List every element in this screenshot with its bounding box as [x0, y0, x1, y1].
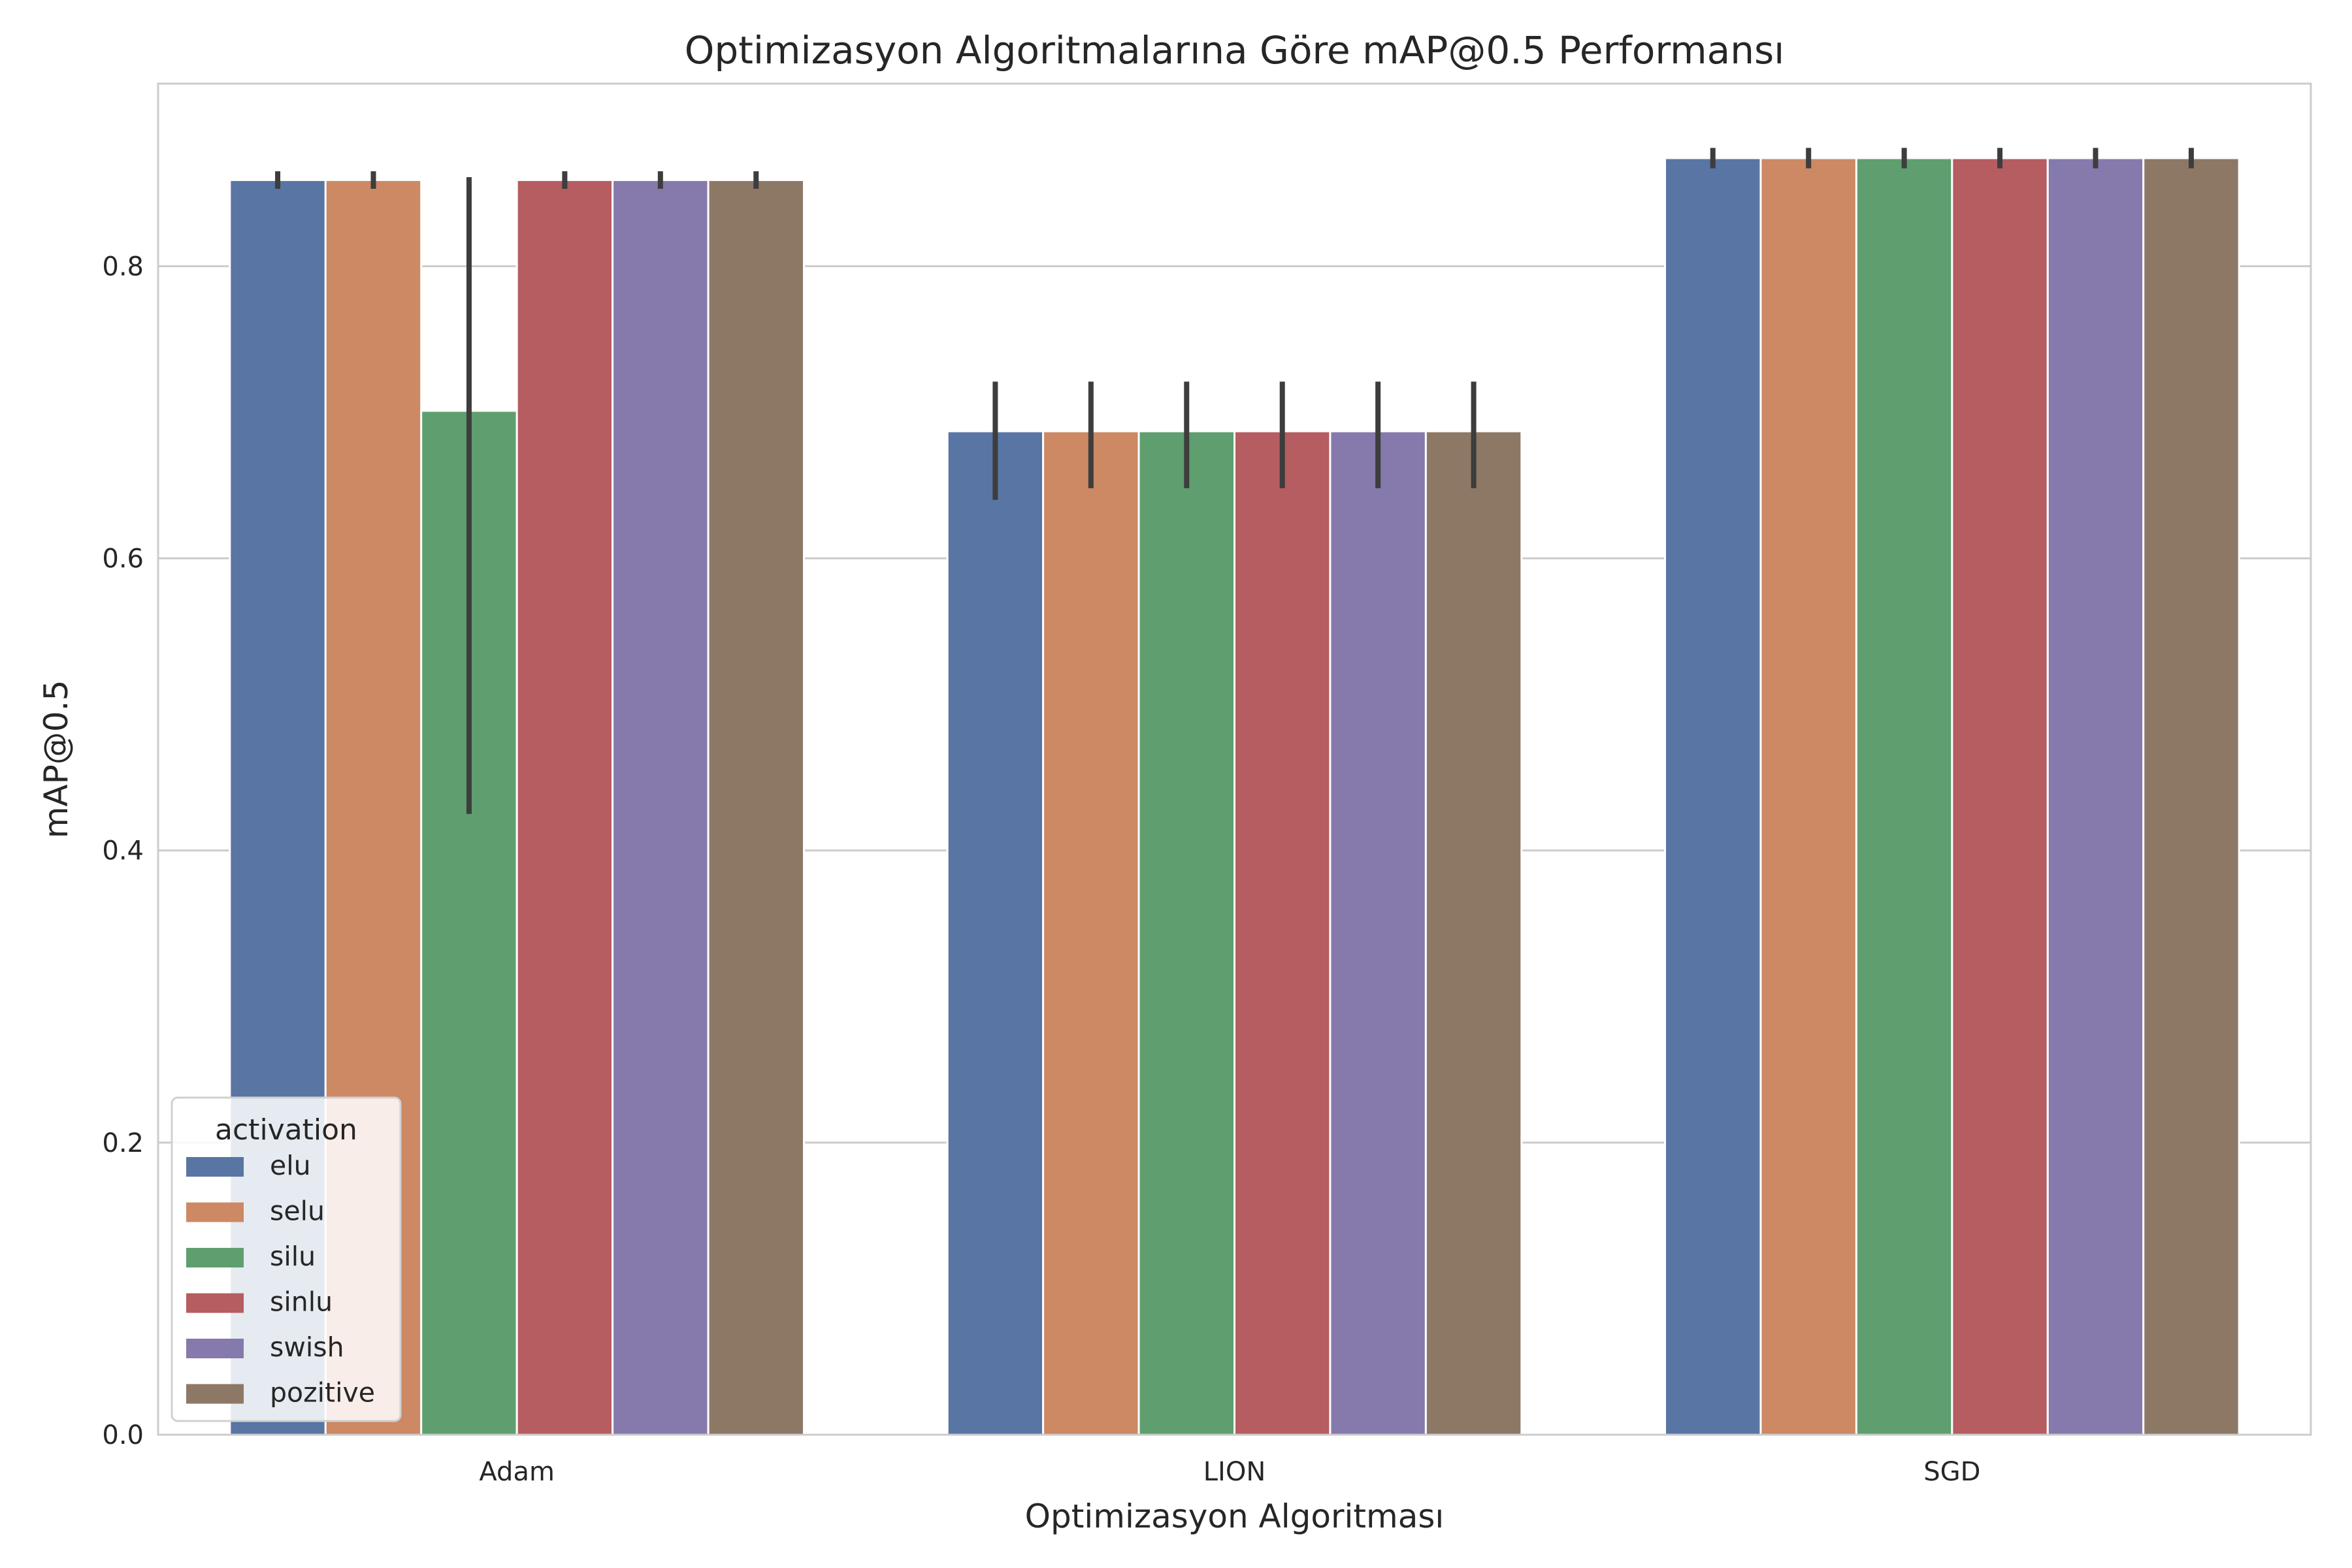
legend-label-elu: elu [270, 1150, 311, 1181]
legend-swatch-pozitive [186, 1384, 244, 1404]
plot-frame [157, 82, 2312, 1436]
y-tick-labels: 0.0 0.2 0.4 0.6 0.8 [102, 252, 144, 1450]
bar-lion-selu [1042, 430, 1140, 1436]
bar-sgd-selu [1759, 157, 1857, 1436]
bar-lion-swish [1329, 430, 1427, 1436]
bars [229, 157, 2240, 1436]
legend-items: elu selu silu sinlu swish pozitive [186, 1150, 375, 1409]
legend: activation elu selu silu sinlu swish pozitive [171, 1096, 402, 1422]
error-bars [275, 148, 2194, 814]
bar-lion-silu [1137, 430, 1235, 1436]
bar-sgd-silu [1855, 157, 1953, 1436]
bar-lion-sinlu [1233, 430, 1331, 1436]
bar-lion-elu [946, 430, 1045, 1436]
x-tick-label: Adam [479, 1457, 555, 1487]
bar-sgd-pozitive [2142, 157, 2240, 1436]
bar-sgd-elu [1664, 157, 1762, 1436]
x-tick-labels: Adam LION SGD [479, 1457, 1980, 1487]
x-tick-label: SGD [1923, 1457, 1980, 1487]
y-tick-label: 0.0 [102, 1420, 144, 1450]
legend-title: activation [215, 1113, 357, 1147]
legend-label-sinlu: sinlu [270, 1286, 333, 1318]
y-tick-label: 0.4 [102, 836, 144, 866]
legend-swatch-selu [186, 1202, 244, 1222]
y-tick-label: 0.8 [102, 252, 144, 282]
x-axis-label: Optimizasyon Algoritması [1025, 1497, 1445, 1535]
legend-label-silu: silu [270, 1241, 316, 1272]
y-tick-label: 0.2 [102, 1128, 144, 1158]
legend-swatch-elu [186, 1157, 244, 1177]
y-tick-label: 0.6 [102, 544, 144, 574]
y-axis-label: mAP@0.5 [37, 680, 75, 839]
bar-sgd-swish [2046, 157, 2145, 1436]
x-tick-label: LION [1203, 1457, 1266, 1487]
bar-sgd-sinlu [1951, 157, 2049, 1436]
bar-adam-pozitive [707, 179, 805, 1436]
bar-lion-pozitive [1424, 430, 1523, 1436]
legend-label-swish: swish [270, 1331, 344, 1363]
bar-adam-swish [612, 179, 710, 1436]
legend-swatch-sinlu [186, 1293, 244, 1313]
legend-label-pozitive: pozitive [270, 1377, 375, 1409]
chart-title: Optimizasyon Algoritmalarına Göre mAP@0.… [685, 28, 1785, 73]
legend-swatch-swish [186, 1339, 244, 1358]
legend-label-selu: selu [270, 1196, 325, 1227]
legend-swatch-silu [186, 1248, 244, 1267]
bar-adam-sinlu [515, 179, 614, 1436]
